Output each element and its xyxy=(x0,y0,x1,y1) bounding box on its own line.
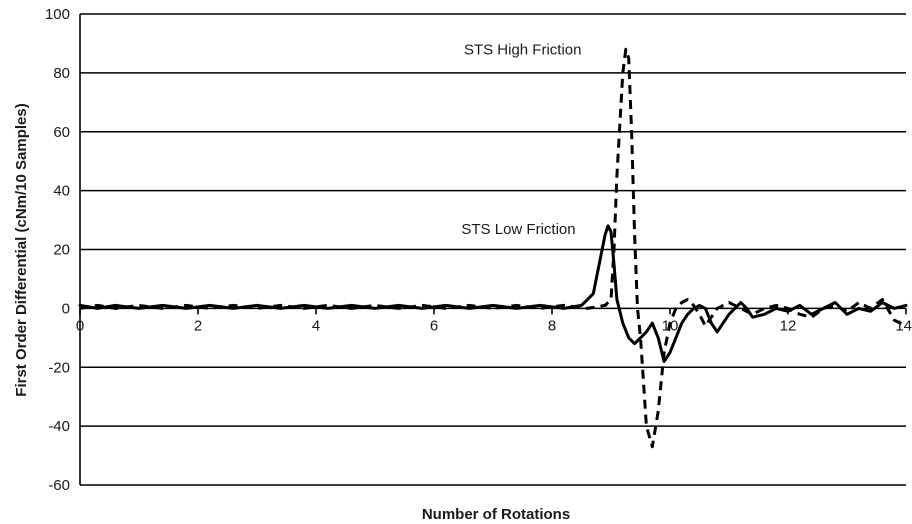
x-tick-label-5: 10 xyxy=(662,317,679,334)
y-tick-label-2: -20 xyxy=(48,359,70,376)
x-axis-title: Number of Rotations xyxy=(422,506,570,523)
grid-layer xyxy=(80,13,906,486)
y-tick-label-8: 100 xyxy=(45,6,70,23)
y-tick-label-6: 60 xyxy=(53,124,70,141)
x-tick-label-4: 8 xyxy=(548,317,556,334)
y-tick-label-1: -40 xyxy=(48,418,70,435)
annotation-0: STS High Friction xyxy=(464,41,582,58)
y-tick-label-0: -60 xyxy=(48,477,70,494)
y-axis-title: First Order Differential (cNm/10 Samples… xyxy=(13,103,30,396)
x-tick-label-3: 6 xyxy=(430,317,438,334)
x-tick-label-0: 0 xyxy=(76,317,84,334)
axis-layer xyxy=(79,14,907,485)
y-tick-label-7: 80 xyxy=(53,65,70,82)
series-line-high-friction xyxy=(79,47,907,449)
x-tick-label-7: 14 xyxy=(895,317,912,334)
annotation-1: STS Low Friction xyxy=(461,221,575,238)
series-line-low-friction xyxy=(78,224,908,363)
y-tick-label-3: 0 xyxy=(62,300,70,317)
y-tick-label-5: 40 xyxy=(53,183,70,200)
x-tick-label-2: 4 xyxy=(312,317,320,334)
x-tick-label-1: 2 xyxy=(194,317,202,334)
series-layer xyxy=(78,47,908,449)
y-tick-label-4: 20 xyxy=(53,242,70,259)
x-tick-label-6: 12 xyxy=(780,317,797,334)
label-layer: First Order Differential (cNm/10 Samples… xyxy=(13,6,912,523)
